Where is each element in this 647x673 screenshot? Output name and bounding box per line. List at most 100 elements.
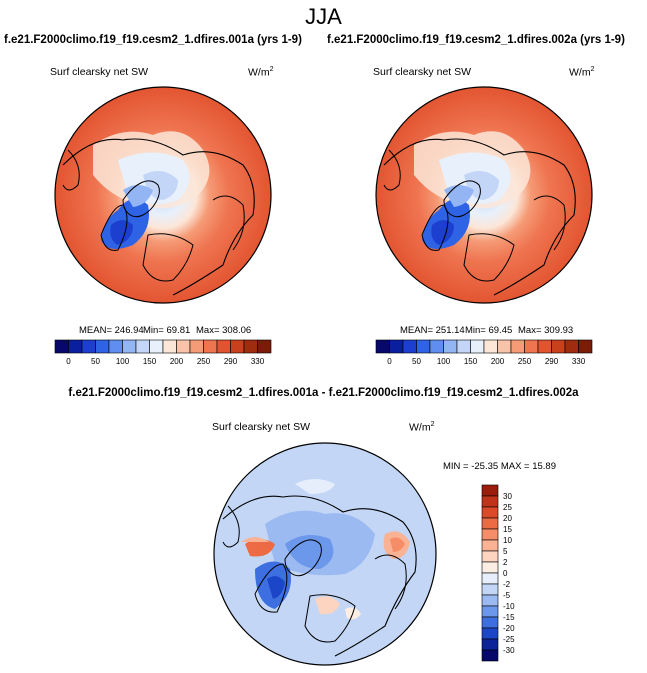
right-max-stat: Max= 309.93 — [518, 325, 574, 336]
difference-colorbar-tick-label: 0 — [503, 569, 508, 578]
left-colorbar-tick-label: 330 — [251, 357, 265, 366]
diff-units-label: W/m2 — [409, 421, 435, 434]
right-variable-label: Surf clearsky net SW — [373, 66, 472, 78]
right-colorbar-swatch — [375, 339, 390, 354]
left-variable-label: Surf clearsky net SW — [50, 66, 149, 78]
left-colorbar-tick-label: 0 — [66, 357, 71, 366]
difference-colorbar-tick-label: -30 — [503, 646, 515, 655]
difference-colorbar-tick-label: -25 — [503, 635, 515, 644]
left-colorbar-tick-label: 250 — [197, 357, 211, 366]
difference-polar-map — [213, 442, 437, 666]
right-colorbar-swatch — [578, 339, 593, 354]
case-title-right: f.e21.F2000climo.f19_f19.cesm2_1.dfires.… — [327, 34, 625, 46]
right-colorbar-swatch — [537, 339, 552, 354]
left-colorbar-tick-label: 100 — [116, 357, 130, 366]
right-units-label: W/m2 — [569, 66, 595, 79]
left-min-stat: Min= 69.81 — [143, 325, 191, 336]
difference-colorbar-swatch — [481, 550, 499, 563]
left-colorbar-tick-label: 200 — [170, 357, 184, 366]
right-mean-stat: MEAN= 251.14 — [400, 325, 465, 336]
left-colorbar-swatch — [108, 339, 123, 354]
difference-colorbar-swatch — [481, 539, 499, 552]
difference-colorbar-tick-label: -2 — [503, 580, 511, 589]
right-colorbar-tick-label: 200 — [491, 357, 505, 366]
right-colorbar-tick-label: 330 — [572, 357, 586, 366]
difference-colorbar-swatch — [481, 495, 499, 508]
difference-colorbar-swatch — [481, 627, 499, 640]
left-colorbar-swatch — [189, 339, 204, 354]
right-colorbar-swatch — [470, 339, 485, 354]
difference-colorbar-tick-label: 2 — [503, 558, 508, 567]
left-colorbar-swatch — [122, 339, 137, 354]
difference-colorbar-swatch — [481, 583, 499, 596]
difference-colorbar-swatch — [481, 517, 499, 530]
difference-colorbar-swatch — [481, 528, 499, 541]
difference-colorbar-swatch — [481, 572, 499, 585]
left-colorbar-swatch — [230, 339, 245, 354]
difference-colorbar-tick-label: 5 — [503, 547, 508, 556]
difference-colorbar-tick-label: -5 — [503, 591, 511, 600]
difference-colorbar-tick-label: 25 — [503, 503, 512, 512]
left-colorbar-swatch — [257, 339, 272, 354]
right-colorbar-tick-label: 290 — [545, 357, 559, 366]
right-polar-map — [375, 86, 593, 304]
difference-colorbar-tick-label: -20 — [503, 624, 515, 633]
left-colorbar-swatch — [216, 339, 231, 354]
left-polar-map — [54, 86, 272, 304]
right-colorbar-swatch — [551, 339, 566, 354]
season-title: JJA — [305, 4, 342, 29]
left-colorbar-swatch — [54, 339, 69, 354]
right-colorbar-swatch — [389, 339, 404, 354]
difference-colorbar-tick-label: -10 — [503, 602, 515, 611]
right-colorbar-swatch — [416, 339, 431, 354]
left-colorbar-swatch — [149, 339, 164, 354]
difference-colorbar-swatch — [481, 605, 499, 618]
right-colorbar-tick-label: 150 — [464, 357, 478, 366]
difference-colorbar-swatch — [481, 506, 499, 519]
left-colorbar-tick-label: 50 — [91, 357, 100, 366]
right-colorbar-swatch — [483, 339, 498, 354]
left-colorbar-swatch — [68, 339, 83, 354]
right-colorbar-swatch — [402, 339, 417, 354]
difference-colorbar-swatch — [481, 649, 499, 662]
left-units-label: W/m2 — [248, 66, 274, 79]
left-colorbar-swatch — [81, 339, 96, 354]
left-colorbar-swatch — [176, 339, 191, 354]
left-colorbar-tick-label: 150 — [143, 357, 157, 366]
difference-colorbar-swatch — [481, 638, 499, 651]
difference-colorbar-swatch — [481, 594, 499, 607]
left-colorbar: 0 50 100 150 200 250 290 330 — [54, 339, 272, 366]
right-colorbar-swatch — [524, 339, 539, 354]
right-colorbar-tick-label: 100 — [437, 357, 451, 366]
difference-colorbar-tick-label: 15 — [503, 525, 512, 534]
left-colorbar-tick-label: 290 — [224, 357, 238, 366]
difference-colorbar-swatch — [481, 561, 499, 574]
left-max-stat: Max= 308.06 — [196, 325, 252, 336]
right-colorbar-swatch — [443, 339, 458, 354]
left-colorbar-swatch — [162, 339, 177, 354]
difference-colorbar-tick-label: 30 — [503, 492, 512, 501]
diff-variable-label: Surf clearsky net SW — [212, 421, 311, 433]
diff-minmax-stat: MIN = -25.35 MAX = 15.89 — [443, 461, 557, 472]
right-colorbar-tick-label: 250 — [518, 357, 532, 366]
left-colorbar-swatch — [95, 339, 110, 354]
difference-title: f.e21.F2000climo.f19_f19.cesm2_1.dfires.… — [68, 387, 579, 399]
left-colorbar-swatch — [135, 339, 150, 354]
difference-colorbar-swatch — [481, 616, 499, 629]
right-colorbar-tick-label: 0 — [387, 357, 392, 366]
difference-colorbar-tick-label: -15 — [503, 613, 515, 622]
left-colorbar-swatch — [203, 339, 218, 354]
difference-colorbar-swatch — [481, 484, 499, 497]
left-mean-stat: MEAN= 246.94 — [79, 325, 144, 336]
left-colorbar-swatch — [243, 339, 258, 354]
right-colorbar-tick-label: 50 — [412, 357, 421, 366]
right-colorbar: 0 50 100 150 200 250 290 330 — [375, 339, 593, 366]
right-min-stat: Min= 69.45 — [465, 325, 513, 336]
right-colorbar-swatch — [510, 339, 525, 354]
right-colorbar-swatch — [456, 339, 471, 354]
right-colorbar-swatch — [564, 339, 579, 354]
case-title-left: f.e21.F2000climo.f19_f19.cesm2_1.dfires.… — [4, 34, 302, 46]
difference-colorbar-tick-label: 20 — [503, 514, 512, 523]
right-colorbar-swatch — [429, 339, 444, 354]
